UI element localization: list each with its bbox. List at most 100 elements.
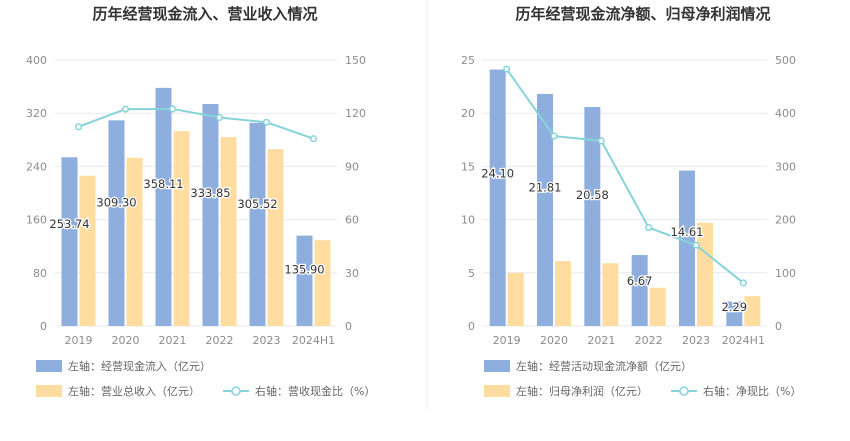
bar-primary — [631, 255, 648, 326]
bar-primary — [726, 301, 743, 326]
x-axis-label: 2020 — [112, 334, 140, 347]
bar-data-label: 2.29 — [722, 300, 748, 314]
right-axis-tick: 60 — [345, 214, 359, 227]
bar-primary — [296, 235, 313, 326]
x-axis-label: 2019 — [493, 334, 521, 347]
bar-secondary — [507, 272, 524, 326]
line-point — [503, 65, 511, 73]
bar-data-label: 358.11 — [143, 177, 183, 191]
legend-line-marker — [231, 386, 241, 396]
bar-secondary — [555, 261, 571, 326]
legend-label: 左轴：经营活动现金流净额（亿元） — [516, 359, 692, 373]
bar-primary — [155, 87, 172, 327]
line-point — [309, 135, 318, 143]
right-axis-tick: 150 — [345, 54, 366, 67]
right-axis-tick: 200 — [775, 214, 796, 227]
legend-swatch — [36, 360, 62, 372]
x-axis-label: 2022 — [206, 334, 234, 347]
line-point — [74, 123, 83, 131]
bar-primary — [61, 157, 78, 326]
left-axis-tick: 400 — [26, 54, 47, 67]
left-axis-tick: 15 — [461, 160, 475, 173]
x-axis-label: 2022 — [635, 334, 663, 347]
chart-title: 历年经营现金流净额、归母净利润情况 — [515, 5, 770, 23]
left-axis-tick: 80 — [33, 267, 47, 280]
line-point — [168, 105, 177, 113]
bar-data-label: 305.52 — [237, 197, 277, 211]
bar-data-label: 14.61 — [671, 225, 704, 239]
line-point — [739, 279, 747, 287]
right-axis-tick: 500 — [775, 54, 796, 67]
x-axis-label: 2023 — [253, 334, 281, 347]
chart-panel-1: 历年经营现金流入、营业收入情况 0 80 160 240 320 400 0 30 60 90 120… — [26, 5, 375, 398]
bar-data-label: 21.81 — [529, 180, 562, 194]
line-point — [215, 113, 224, 122]
x-axis-label: 2023 — [682, 334, 710, 347]
x-axis-label: 2020 — [540, 334, 568, 347]
bar-primary — [249, 122, 266, 327]
line-series — [505, 68, 744, 284]
bar-data-label: 135.90 — [284, 263, 324, 277]
right-axis-tick: 300 — [775, 160, 796, 173]
legend-swatch — [36, 385, 62, 397]
bar-secondary — [744, 296, 761, 326]
legend-label: 右轴：净现比（%） — [703, 384, 801, 398]
bar-secondary — [314, 240, 331, 326]
line-series — [78, 107, 314, 140]
x-axis-label: 2021 — [587, 334, 615, 347]
bar-secondary — [602, 263, 619, 326]
left-axis-tick: 240 — [26, 160, 47, 173]
right-axis-tick: 90 — [345, 160, 359, 173]
left-axis-tick: 0 — [40, 320, 47, 333]
left-axis-tick: 0 — [468, 320, 475, 333]
line-point — [550, 132, 558, 140]
chart-title: 历年经营现金流入、营业收入情况 — [92, 5, 317, 23]
left-axis-tick: 320 — [26, 107, 47, 120]
bar-secondary — [220, 137, 237, 326]
bar-data-label: 6.67 — [627, 274, 653, 288]
bar-data-label: 309.30 — [96, 196, 136, 210]
bar-primary — [489, 69, 506, 327]
line-point — [262, 118, 271, 126]
line-point — [121, 105, 130, 113]
line-point — [692, 241, 700, 249]
left-axis-tick: 10 — [461, 214, 475, 227]
bar-data-label: 333.85 — [190, 186, 230, 200]
bar-primary — [679, 170, 695, 326]
bar-secondary — [126, 157, 143, 326]
bar-primary — [537, 93, 553, 327]
right-axis-tick: 400 — [775, 107, 796, 120]
left-axis-tick: 20 — [461, 107, 475, 120]
bar-data-label: 20.58 — [576, 188, 609, 202]
bar-secondary — [649, 287, 666, 326]
x-axis-label: 2024H1 — [292, 334, 335, 347]
right-axis-tick: 30 — [345, 267, 359, 280]
bar-primary — [202, 103, 219, 326]
right-axis-tick: 0 — [775, 320, 782, 333]
right-axis-tick: 120 — [345, 107, 366, 120]
legend-label: 右轴：营收现金比（%） — [255, 384, 375, 398]
bar-secondary — [79, 175, 96, 326]
left-axis-tick: 5 — [468, 267, 475, 280]
x-axis-label: 2021 — [159, 334, 187, 347]
bar-primary — [108, 120, 125, 327]
bar-data-label: 24.10 — [481, 166, 514, 180]
right-axis-tick: 0 — [345, 320, 352, 333]
bar-secondary — [267, 149, 284, 326]
right-axis-tick: 100 — [775, 267, 796, 280]
left-axis-tick: 25 — [461, 54, 475, 67]
chart-panel-2: 历年经营现金流净额、归母净利润情况 0 5 10 15 20 25 0 100 200 300 400… — [461, 5, 801, 398]
x-axis-label: 2019 — [65, 334, 93, 347]
legend-label: 左轴：营业总收入（亿元） — [68, 384, 200, 398]
legend-swatch — [484, 360, 510, 372]
line-point — [645, 224, 653, 232]
bar-data-label: 253.74 — [49, 217, 89, 231]
left-axis-tick: 160 — [26, 214, 47, 227]
x-axis-label: 2024H1 — [722, 334, 765, 347]
bar-primary — [584, 107, 601, 326]
legend-label: 左轴：经营现金流入（亿元） — [68, 359, 211, 373]
line-point — [597, 137, 605, 145]
legend-label: 左轴：归母净利润（亿元） — [516, 384, 648, 398]
